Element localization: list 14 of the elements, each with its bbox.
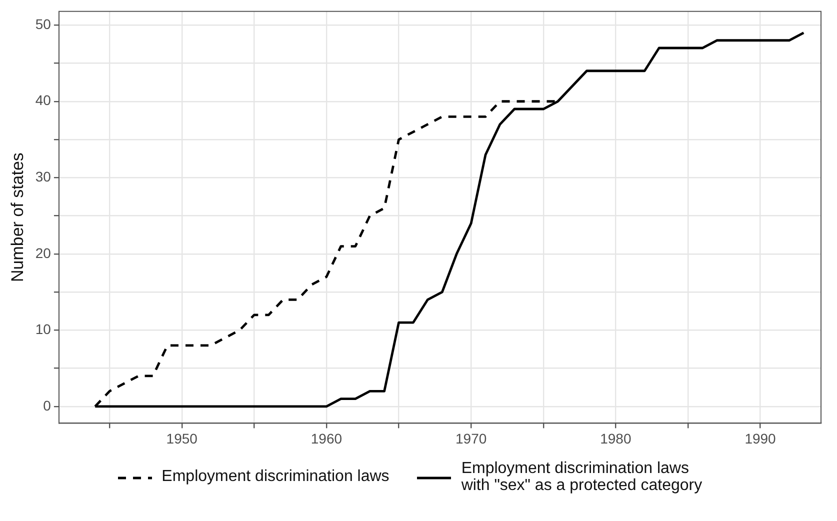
x-tick-label: 1950	[166, 430, 198, 446]
y-axis-title: Number of states	[8, 152, 27, 282]
x-tick-label: 1960	[310, 430, 342, 446]
x-tick-label: 1980	[600, 430, 632, 446]
legend-label: Employment discrimination laws with "sex" as a protected category	[461, 460, 704, 495]
x-tick-label: 1990	[744, 430, 776, 446]
y-tick-label: 50	[35, 16, 52, 32]
y-tick-label: 10	[35, 321, 52, 338]
y-tick-label: 30	[35, 168, 52, 185]
legend-label: Employment discrimination laws	[162, 468, 390, 486]
y-tick-label: 40	[35, 92, 52, 108]
y-tick-label: 0	[43, 397, 52, 414]
y-tick-label: 20	[35, 244, 52, 261]
x-tick-label: 1970	[455, 430, 487, 446]
